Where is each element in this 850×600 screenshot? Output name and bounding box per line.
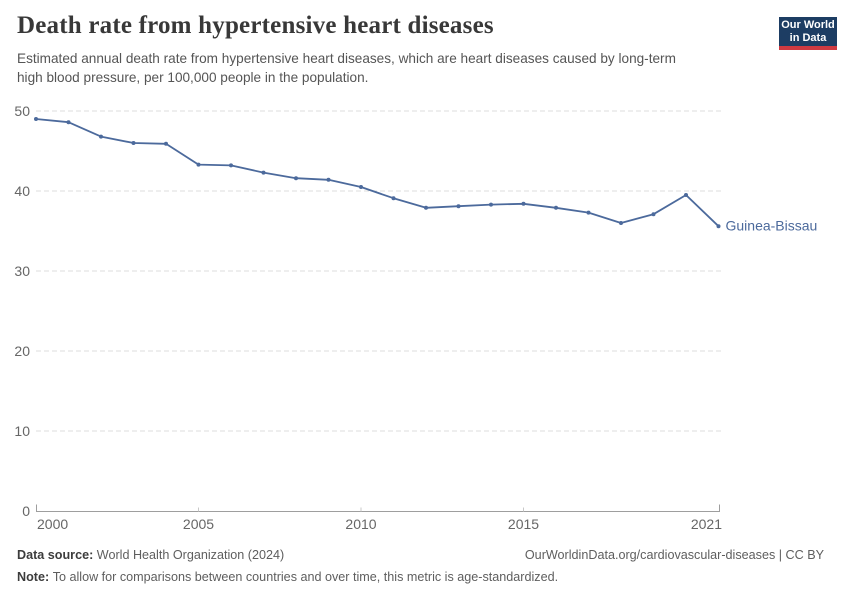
subtitle-line-1: Estimated annual death rate from hyperte… [17, 51, 676, 66]
owid-logo-line-2: in Data [789, 31, 827, 44]
license-link[interactable]: OurWorldinData.org/cardiovascular-diseas… [524, 548, 824, 562]
data-point-2021[interactable] [716, 224, 721, 229]
data-point-2019[interactable] [651, 212, 656, 217]
data-point-2016[interactable] [554, 205, 558, 210]
series-line-guinea-bissau [35, 118, 720, 228]
owid-logo[interactable]: Our World in Data [779, 17, 837, 50]
line-chart[interactable]: 0 10 20 30 40 50 2000 2005 2010 2015 2021 Guinea-Bi… [0, 0, 850, 545]
y-tick-label-0: 0 [22, 503, 30, 519]
y-tick-label-10: 10 [14, 423, 30, 439]
chart-subtitle: Estimated annual death rate from hyperte… [17, 50, 676, 87]
data-point-2011[interactable] [391, 196, 396, 201]
data-point-2017[interactable] [586, 210, 591, 215]
data-point-2013[interactable] [456, 204, 461, 209]
data-point-2000[interactable] [34, 117, 38, 121]
note-value: To allow for comparisons between countri… [52, 570, 559, 584]
data-source-label: Data source: [17, 548, 94, 562]
x-tick-label-2010: 2010 [345, 516, 376, 532]
data-point-2009[interactable] [326, 177, 331, 182]
data-point-2010[interactable] [359, 185, 363, 189]
x-tick-label-2015: 2015 [508, 516, 539, 532]
page-title: Death rate from hypertensive heart disea… [17, 12, 494, 39]
note-label: Note: [17, 570, 50, 584]
data-point-2005[interactable] [196, 162, 201, 167]
data-point-2018[interactable] [619, 221, 623, 225]
owid-logo-line-1: Our World [781, 18, 835, 31]
data-point-2002[interactable] [99, 134, 103, 139]
y-tick-label-20: 20 [14, 343, 30, 359]
x-tick-label-2005: 2005 [183, 516, 214, 532]
series-label-guinea-bissau[interactable]: Guinea-Bissau [726, 218, 818, 234]
data-point-2015[interactable] [521, 201, 526, 206]
data-point-2003[interactable] [131, 141, 136, 145]
data-point-2014[interactable] [489, 202, 493, 207]
data-point-2007[interactable] [261, 170, 266, 175]
data-point-2012[interactable] [424, 205, 428, 210]
y-tick-label-40: 40 [14, 183, 30, 199]
chart-footer: Data source: World Health Organization (… [17, 547, 824, 585]
x-tick-label-2021: 2021 [691, 516, 722, 532]
note-line: Note: To allow for comparisons between c… [17, 569, 824, 585]
data-point-2001[interactable] [66, 120, 71, 125]
data-point-2008[interactable] [294, 176, 298, 181]
x-tick-label-2000: 2000 [37, 516, 68, 532]
y-tick-label-30: 30 [14, 263, 30, 279]
data-point-2020[interactable] [684, 193, 688, 197]
data-point-2004[interactable] [164, 141, 168, 146]
y-tick-label-50: 50 [14, 103, 30, 119]
data-source-value: World Health Organization (2024) [96, 548, 285, 562]
data-point-2006[interactable] [229, 163, 233, 168]
subtitle-line-2: high blood pressure, per 100,000 people … [17, 69, 369, 85]
data-source-line: Data source: World Health Organization (… [17, 547, 284, 563]
